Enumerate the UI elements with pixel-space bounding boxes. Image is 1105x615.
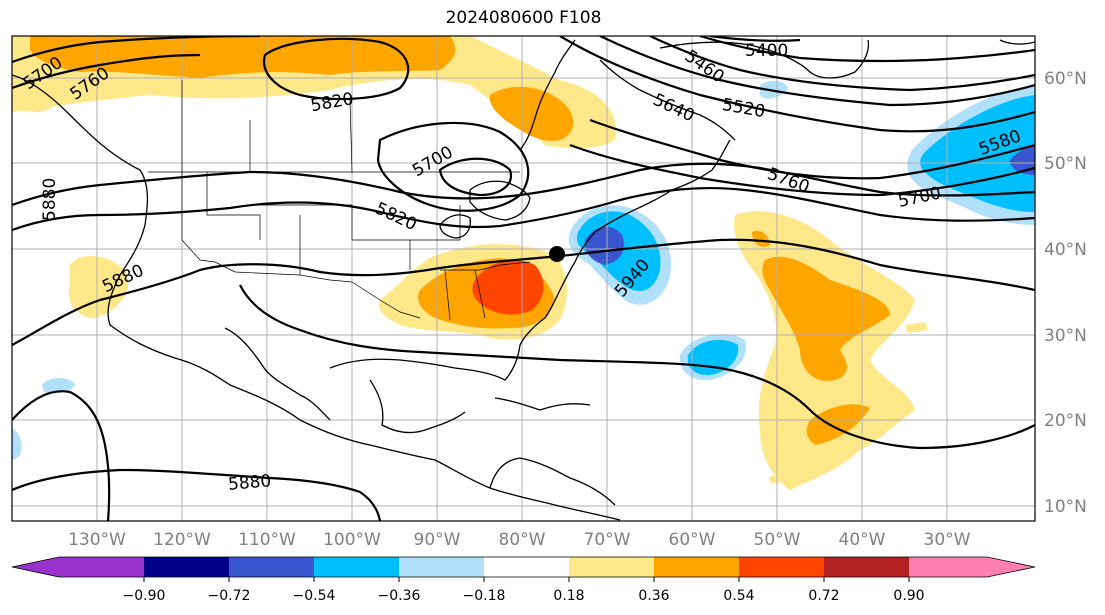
political-borders (148, 80, 531, 321)
lon-label: 110°W (238, 530, 296, 550)
colorbar-tick-label: 0.36 (638, 588, 669, 604)
lat-label: 40°N (1044, 240, 1087, 260)
lon-label: 50°W (754, 530, 801, 550)
lon-label: 90°W (414, 530, 461, 550)
colorbar-extend-max (987, 557, 1035, 577)
colorbar-tick-label: 0.90 (893, 588, 924, 604)
map-title: 2024080600 F108 (445, 8, 602, 28)
colorbar-tick-label: −0.36 (378, 588, 421, 604)
lat-lon-grid (12, 36, 1035, 521)
storm-marker (549, 246, 565, 262)
contour-label: 5400 (745, 41, 788, 61)
lat-label: 50°N (1044, 154, 1087, 174)
lat-label: 10°N (1044, 497, 1087, 517)
colorbar-tick-label: 0.72 (808, 588, 839, 604)
lon-label: 130°W (68, 530, 126, 550)
longitude-axis: 130°W 120°W 110°W 100°W 90°W 80°W 70°W 6… (68, 530, 971, 550)
lon-label: 70°W (584, 530, 631, 550)
lat-label: 20°N (1044, 411, 1087, 431)
contour-label: 5880 (227, 471, 272, 495)
lon-label: 40°W (839, 530, 886, 550)
map-frame (11, 35, 1036, 522)
colorbar-tick-label: −0.72 (208, 588, 251, 604)
height-contours (12, 36, 1035, 521)
colorbar: −0.90 −0.72 −0.54 −0.36 −0.18 0.18 0.36 … (11, 556, 1036, 604)
colorbar-extend-min (12, 557, 59, 577)
lon-label: 80°W (499, 530, 546, 550)
colorbar-tick-label: −0.54 (293, 588, 336, 604)
colorbar-tick-label: 0.54 (723, 588, 754, 604)
lon-label: 120°W (153, 530, 211, 550)
lat-label: 60°N (1044, 69, 1087, 89)
lon-label: 30°W (924, 530, 971, 550)
latitude-axis: 60°N 50°N 40°N 30°N 20°N 10°N (1044, 69, 1087, 517)
lat-label: 30°N (1044, 326, 1087, 346)
colorbar-tick-label: −0.90 (123, 588, 166, 604)
lon-label: 100°W (323, 530, 381, 550)
lon-label: 60°W (669, 530, 716, 550)
colorbar-tick-label: 0.18 (553, 588, 584, 604)
contour-label: 5880 (40, 178, 60, 221)
coastlines (12, 39, 1035, 521)
colorbar-tick-label: −0.18 (463, 588, 506, 604)
